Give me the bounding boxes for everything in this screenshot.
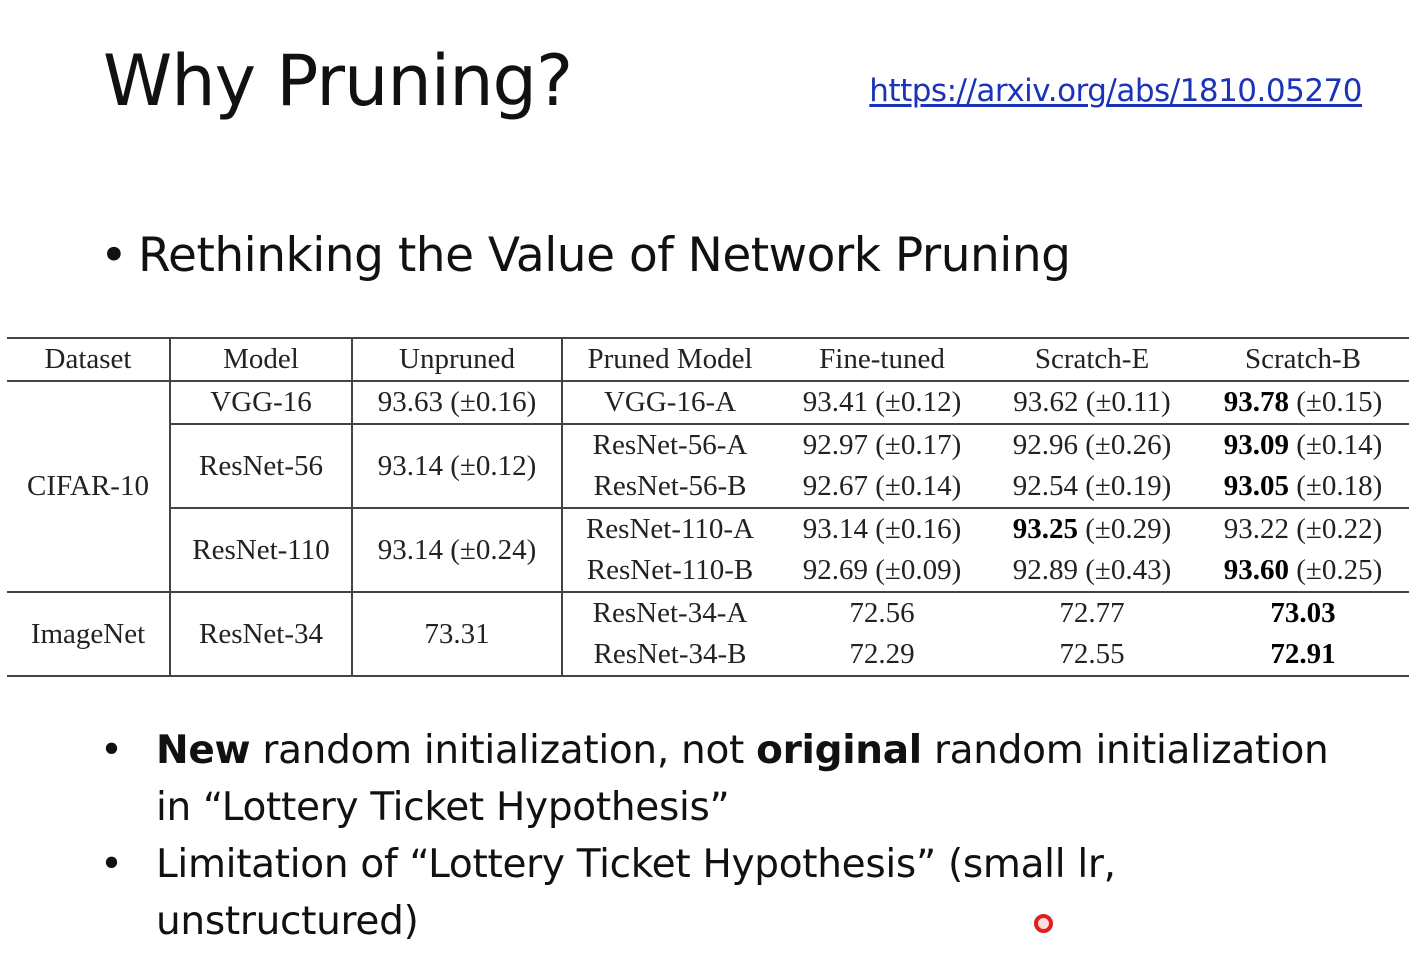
pruned-model-cell: ResNet-110-A: [585, 513, 755, 545]
bullet-bold-original: original: [756, 728, 922, 773]
bullet-text: New random initialization, not original …: [156, 722, 1360, 836]
bullet-text-part: random initialization, not: [250, 728, 757, 773]
bullet-dot: •: [100, 228, 128, 283]
pruned-model-cell: ResNet-34-A: [592, 597, 748, 629]
bullet-item: • New random initialization, not origina…: [100, 722, 1360, 836]
table-row: ResNet-110 93.14 (±0.24) ResNet-110-A 93…: [7, 508, 1409, 593]
header-scratch-e: Scratch-E: [1034, 343, 1150, 375]
bullet-dot: •: [100, 842, 123, 887]
header-model: Model: [170, 338, 353, 381]
std-value: (±0.15): [1289, 386, 1383, 418]
std-value: (±0.18): [1289, 470, 1383, 502]
fine-tuned-cell: 93.14 (±0.16): [802, 513, 962, 545]
table-row: ResNet-56-B 92.67 (±0.14) 92.54 (±0.19) …: [7, 466, 1409, 509]
dataset-cifar10: CIFAR-10: [7, 381, 171, 593]
fine-tuned-cell: 93.41 (±0.12): [777, 381, 987, 425]
std-value: (±0.25): [1289, 554, 1383, 586]
best-value: 72.91: [1270, 638, 1336, 670]
scratch-e-cell: 92.89 (±0.43): [987, 550, 1197, 593]
dataset-imagenet: ImageNet: [7, 592, 171, 677]
scratch-b-cell: 93.22 (±0.22): [1223, 513, 1383, 545]
fine-tuned-cell: 72.29: [777, 634, 987, 677]
header-scratch-b: Scratch-B: [1245, 343, 1361, 375]
std-value: (±0.29): [1078, 513, 1172, 545]
header-fine-tuned: Fine-tuned: [819, 343, 945, 375]
model-cell: ResNet-34: [170, 592, 353, 677]
pruned-model-cell: VGG-16-A: [562, 381, 777, 425]
bullet-item: • Limitation of “Lottery Ticket Hypothes…: [100, 836, 1360, 950]
fine-tuned-cell: 72.56: [849, 597, 915, 629]
scratch-b-cell: 93.60 (±0.25): [1197, 550, 1409, 593]
model-cell: ResNet-110: [170, 508, 353, 593]
pointer-cursor-icon: [1034, 914, 1053, 933]
header-dataset: Dataset: [7, 338, 171, 381]
scratch-e-cell: 72.55: [987, 634, 1197, 677]
scratch-b-cell: 93.78 (±0.15): [1197, 381, 1409, 425]
header-unpruned: Unpruned: [352, 338, 563, 381]
main-bullet: • Rethinking the Value of Network Pruning: [100, 228, 1071, 284]
table-row: ResNet-56 93.14 (±0.12) ResNet-56-A 92.9…: [7, 424, 1409, 509]
table-row: ImageNet ResNet-34 73.31 ResNet-34-A 72.…: [7, 592, 1409, 677]
scratch-b-cell: 72.91: [1197, 634, 1409, 677]
bullet-list: • New random initialization, not origina…: [100, 722, 1360, 950]
fine-tuned-cell: 92.97 (±0.17): [802, 429, 962, 461]
results-table-container: Dataset Model Unpruned Pruned Model Fine…: [7, 337, 1409, 677]
table-row: ResNet-34-B 72.29 72.55 72.91: [7, 634, 1409, 677]
pruned-model-cell: ResNet-34-B: [562, 634, 777, 677]
unpruned-cell: 93.14 (±0.12): [352, 424, 563, 509]
table-row: ResNet-110-B 92.69 (±0.09) 92.89 (±0.43)…: [7, 550, 1409, 593]
fine-tuned-cell: 92.67 (±0.14): [777, 466, 987, 509]
model-cell: ResNet-56: [170, 424, 353, 509]
main-bullet-text: Rethinking the Value of Network Pruning: [138, 228, 1071, 283]
header-pruned-model: Pruned Model: [587, 343, 753, 375]
arxiv-link[interactable]: https://arxiv.org/abs/1810.05270: [869, 73, 1362, 109]
pruned-model-cell: ResNet-56-B: [562, 466, 777, 509]
pruned-model-cell: ResNet-110-B: [562, 550, 777, 593]
best-value: 93.09: [1223, 429, 1289, 461]
unpruned-cell: 93.14 (±0.24): [352, 508, 563, 593]
unpruned-cell: 93.63 (±0.16): [352, 381, 563, 425]
std-value: (±0.14): [1289, 429, 1383, 461]
scratch-e-cell: 92.54 (±0.19): [987, 466, 1197, 509]
best-value: 93.25: [1012, 513, 1078, 545]
bullet-text-part: random initialization in “Lottery Ticket…: [156, 728, 1329, 830]
table-header-row: Dataset Model Unpruned Pruned Model Fine…: [7, 338, 1409, 381]
best-value: 93.05: [1223, 470, 1289, 502]
table-row: CIFAR-10 VGG-16 93.63 (±0.16) VGG-16-A 9…: [7, 381, 1409, 593]
scratch-e-cell: 92.96 (±0.26): [1012, 429, 1172, 461]
fine-tuned-cell: 92.69 (±0.09): [777, 550, 987, 593]
scratch-e-cell: 93.62 (±0.11): [987, 381, 1197, 425]
scratch-e-cell: 93.25 (±0.29): [987, 508, 1197, 550]
scratch-e-cell: 72.77: [1059, 597, 1125, 629]
pruned-model-cell: ResNet-56-A: [592, 429, 748, 461]
results-table: Dataset Model Unpruned Pruned Model Fine…: [7, 337, 1409, 677]
scratch-b-cell: 73.03: [1197, 592, 1409, 634]
bullet-text: Limitation of “Lottery Ticket Hypothesis…: [156, 842, 1116, 944]
unpruned-cell: 73.31: [352, 592, 563, 677]
slide-title: Why Pruning?: [103, 40, 573, 122]
model-cell: VGG-16: [170, 381, 353, 425]
scratch-b-cell: 93.09 (±0.14): [1197, 424, 1409, 466]
best-value: 93.78: [1223, 386, 1289, 418]
best-value: 73.03: [1270, 597, 1336, 629]
best-value: 93.60: [1223, 554, 1289, 586]
bullet-dot: •: [100, 728, 123, 773]
bullet-bold-new: New: [156, 728, 251, 773]
scratch-b-cell: 93.05 (±0.18): [1197, 466, 1409, 509]
